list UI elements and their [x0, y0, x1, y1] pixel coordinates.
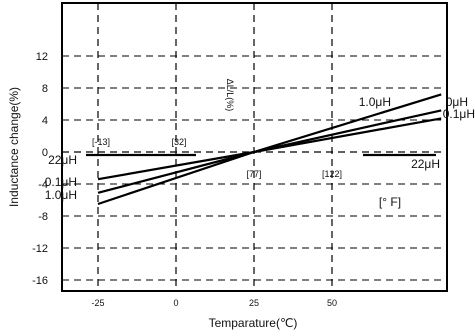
- x-tick-label-1: 0: [173, 298, 178, 308]
- fahrenheit-tick-1: [32]: [171, 137, 186, 147]
- y-tick-label-4: -4: [38, 179, 48, 191]
- series-right-label-1.0uH: 1.0μH: [359, 95, 391, 109]
- fahrenheit-unit: [° F]: [379, 195, 401, 209]
- x-tick-label-3: 50: [327, 298, 337, 308]
- series-right-label-22uH: 22μH: [411, 157, 440, 171]
- series-left-label-1.0uH: 1.0μH: [45, 188, 77, 202]
- y-tick-label-7: -16: [32, 275, 48, 287]
- y-tick-label-3: 0: [42, 147, 48, 159]
- fahrenheit-tick-0: [-13]: [92, 137, 110, 147]
- series-left-label-22uH: 22μH: [48, 153, 77, 167]
- y-tick-label-0: 12: [36, 51, 48, 63]
- series-left-label-0.1uH: 0.1μH: [45, 175, 77, 189]
- y-tick-label-6: -12: [32, 243, 48, 255]
- series-right-extra-label-top: 0μH: [446, 95, 468, 109]
- y-axis-label: Inductance change(%): [7, 87, 21, 207]
- x-tick-label-2: 25: [249, 298, 259, 308]
- y-tick-label-5: -8: [38, 211, 48, 223]
- fahrenheit-tick-3: [122]: [322, 169, 342, 179]
- series-line-2: [97, 117, 442, 181]
- x-axis-label: Temparature(℃): [209, 316, 298, 330]
- series-right-extra-label-mid: 0.1μH: [443, 107, 475, 121]
- fahrenheit-tick-2: [77]: [246, 169, 261, 179]
- y-tick-label-1: 8: [42, 83, 48, 95]
- delta-label: ΔL/L(%): [225, 79, 235, 112]
- y-tick-label-2: 4: [42, 115, 48, 127]
- x-tick-label-0: -25: [91, 298, 104, 308]
